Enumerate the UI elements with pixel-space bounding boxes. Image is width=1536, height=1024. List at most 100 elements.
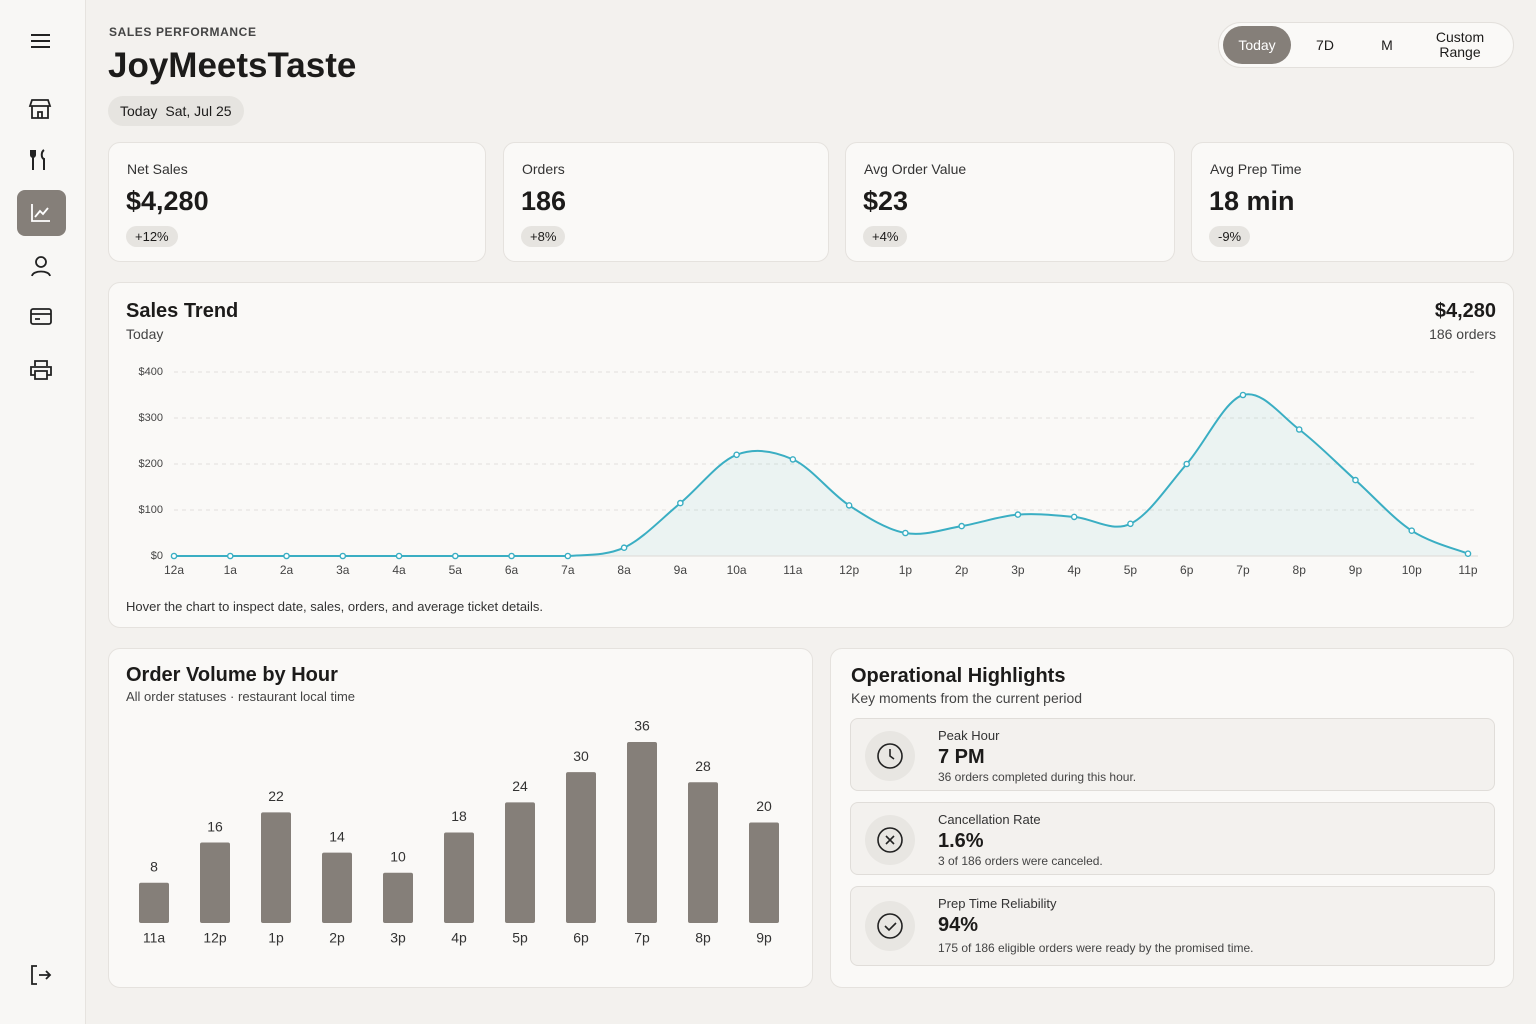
analytics-icon[interactable] [28, 201, 54, 225]
kpi-card: Avg Order Value $23 +4% [845, 142, 1175, 262]
kpi-label: Orders [522, 161, 565, 177]
x-tick-label: 11p [1458, 563, 1477, 577]
kpi-label: Avg Prep Time [1210, 161, 1302, 177]
menu-icon[interactable] [28, 30, 54, 52]
value-label: 22 [268, 788, 284, 804]
footnote: Hover the chart to inspect date, sales, … [126, 599, 543, 614]
payments-icon[interactable] [28, 306, 54, 328]
bar [200, 842, 230, 923]
highlight-note: 175 of 186 eligible orders were ready by… [938, 941, 1254, 955]
bar [627, 742, 657, 923]
highlight-item: Peak Hour 7 PM 36 orders completed durin… [850, 718, 1495, 791]
card-subtitle: All order statuses · restaurant local ti… [126, 689, 356, 704]
point [339, 552, 347, 560]
card-subtitle: Today [126, 326, 164, 342]
x-tick-label: 8p [695, 930, 711, 946]
value-label: 24 [512, 778, 528, 794]
value-label: 10 [390, 848, 406, 864]
point [1352, 476, 1359, 484]
x-tick-label: 9p [756, 930, 772, 946]
page-title: JoyMeetsTaste [108, 46, 357, 85]
x-tick-label: 3a [336, 563, 350, 577]
range-button[interactable]: Custom Range [1435, 29, 1485, 60]
highlight-value: 1.6% [938, 830, 984, 852]
value-label: 16 [207, 818, 223, 834]
check-icon [865, 901, 915, 951]
logout-icon[interactable] [28, 963, 54, 987]
point [789, 456, 797, 463]
value-label: 36 [634, 718, 650, 734]
x-tick-label: 2p [955, 563, 969, 577]
point [1239, 391, 1247, 399]
x-tick-label: 2p [329, 930, 345, 946]
x-tick-label: 2a [280, 563, 294, 577]
bar [383, 872, 413, 923]
bar [261, 812, 291, 923]
point [733, 451, 740, 459]
kpi-label: Avg Order Value [864, 161, 967, 177]
point [1464, 550, 1472, 558]
kpi-label: Net Sales [127, 161, 188, 177]
point [508, 552, 515, 560]
highlight-note: 3 of 186 orders were canceled. [938, 854, 1103, 868]
x-tick-label: 5p [512, 930, 528, 946]
kpi-change: +12% [126, 226, 178, 247]
menu-items-icon[interactable] [28, 148, 54, 172]
value-label: 20 [756, 798, 772, 814]
eyebrow: SALES PERFORMANCE [109, 25, 257, 39]
point [226, 552, 234, 560]
area-fill [174, 394, 1468, 556]
point [902, 529, 909, 537]
point [620, 544, 628, 552]
clock-icon [865, 731, 915, 781]
kpi-value: $4,280 [126, 186, 209, 216]
point [452, 552, 459, 560]
total-note: 186 orders [1429, 326, 1496, 342]
y-tick-label: $100 [139, 504, 163, 516]
card-title: Sales Trend [126, 300, 239, 322]
x-tick-label: 9p [1349, 563, 1363, 577]
x-tick-label: 5p [1124, 563, 1138, 577]
point [1014, 511, 1022, 518]
user-icon[interactable] [28, 254, 54, 278]
value-label: 14 [329, 828, 345, 844]
value-label: 18 [451, 808, 467, 824]
kpi-value: 186 [521, 186, 567, 216]
x-tick-label: 1p [899, 563, 913, 577]
x-tick-label: 7p [634, 930, 650, 946]
sidebar [0, 0, 86, 1024]
card-title: Order Volume by Hour [126, 664, 338, 686]
line-chart[interactable]: $0 $100 $200 $300 $400 12a 1a 2a 3a 4a 5a 6a 7a 8a 9a 1… [109, 283, 1513, 593]
x-tick-label: 11a [143, 930, 166, 946]
x-tick-label: 12a [164, 563, 184, 577]
store-icon[interactable] [28, 97, 54, 121]
bar-chart[interactable]: 8 11a 16 12p 22 1p 14 2p 10 3p 18 4p 24 5p 30 6p 36 7p 28 8… [109, 649, 812, 969]
x-tick-label: 12p [839, 563, 859, 577]
value-label: 28 [695, 758, 711, 774]
x-tick-label: 4p [1067, 563, 1081, 577]
y-tick-label: $200 [139, 458, 163, 470]
kpi-change: +8% [521, 226, 566, 247]
x-tick-label: 7a [561, 563, 575, 577]
range-button[interactable]: M [1381, 36, 1393, 53]
bar [688, 782, 718, 923]
point [958, 522, 965, 530]
x-tick-label: 3p [390, 930, 406, 946]
x-tick-label: 10a [727, 563, 747, 577]
point [677, 499, 684, 507]
range-button[interactable]: Today [1223, 26, 1291, 64]
x-tick-label: 3p [1011, 563, 1025, 577]
bar [749, 822, 779, 923]
value-label: 8 [150, 858, 158, 874]
card-title: Operational Highlights [851, 665, 1066, 687]
range-button[interactable]: 7D [1316, 36, 1334, 53]
printer-icon[interactable] [28, 358, 54, 382]
point [1127, 520, 1134, 528]
point [283, 552, 290, 560]
bar [566, 772, 596, 923]
point [845, 502, 853, 509]
sales-trend-card: Sales Trend Today $4,280 186 orders Hove… [108, 282, 1514, 628]
highlight-value: 94% [938, 914, 979, 936]
x-tick-label: 4p [451, 930, 467, 946]
